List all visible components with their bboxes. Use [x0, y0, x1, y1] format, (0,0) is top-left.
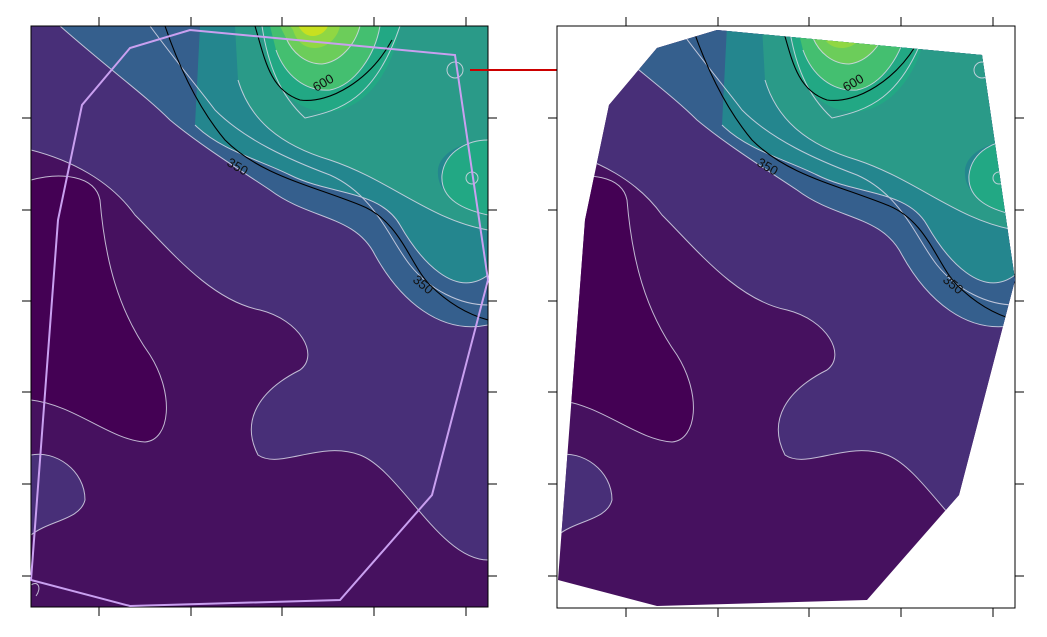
- left-map-panel: 600 350 350: [22, 17, 497, 616]
- right-map-panel: 600 350 350: [548, 17, 1024, 617]
- left-axis-ticks: [22, 17, 497, 616]
- right-axis-ticks: [548, 17, 1024, 617]
- convex-hull-outline: [29, 28, 490, 608]
